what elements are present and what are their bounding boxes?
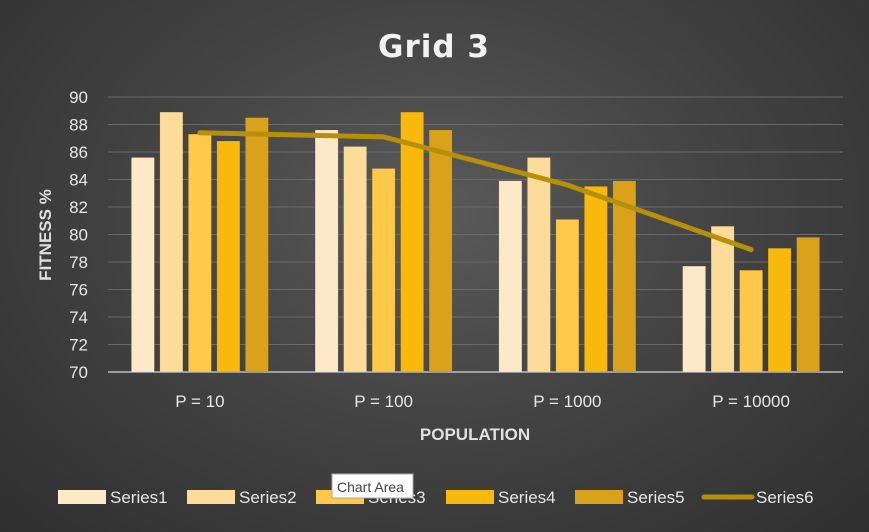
bar-series1-2[interactable] [498,180,523,373]
bar-series3-2[interactable] [555,219,580,373]
y-tick-label: 74 [69,308,88,327]
bar-series1-1[interactable] [314,129,339,373]
bar-series4-2[interactable] [584,186,608,373]
bar-series2-2[interactable] [527,157,551,373]
legend-label-series4: Series4 [498,488,556,507]
x-category-label: P = 10000 [712,392,790,411]
legend-swatch-series5 [575,490,623,504]
line-series[interactable] [197,130,754,253]
bar-series2-1[interactable] [343,146,367,373]
x-category-label: P = 100 [354,392,413,411]
bar-series4-1[interactable] [400,111,424,373]
y-tick-label: 82 [69,198,88,217]
y-tick-label: 80 [69,226,88,245]
x-category-label: P = 1000 [533,392,601,411]
bar-series2-0[interactable] [159,111,184,373]
bar-series3-1[interactable] [371,168,396,373]
legend-label-series6: Series6 [756,488,814,507]
legend[interactable]: Series1Series2Series3Series4Series5Serie… [58,488,814,507]
legend-swatch-series4 [446,490,494,504]
chart-title: Grid 3 [378,29,490,65]
bar-series1-0[interactable] [131,157,155,373]
legend-swatch-series2 [187,490,235,504]
legend-label-series5: Series5 [627,488,685,507]
tooltip-box [331,473,414,499]
bar-series2-3[interactable] [710,226,735,373]
bar-series5-2[interactable] [612,180,637,373]
bar-series5-0[interactable] [245,117,269,373]
y-tick-label: 90 [69,88,88,107]
y-axis-title: FITNESS % [36,189,55,281]
chart-area-tooltip: Chart Area [331,473,414,499]
tooltip-text: Chart Area [337,479,404,495]
y-tick-label: 72 [69,336,88,355]
legend-label-series2: Series2 [239,488,297,507]
bar-series4-0[interactable] [216,140,241,373]
x-axis-title: POPULATION [420,425,530,444]
y-tick-label: 84 [69,171,88,190]
line-series6[interactable] [197,130,754,253]
legend-swatch-series1 [58,490,106,504]
bar-series3-3[interactable] [739,270,763,373]
y-axis-ticks: 70 72 74 76 78 80 82 84 86 88 90 [69,88,88,382]
y-tick-label: 86 [69,143,88,162]
y-tick-label: 76 [69,281,88,300]
y-tick-label: 70 [69,363,88,382]
bars[interactable] [131,111,820,373]
bar-series4-3[interactable] [767,248,792,373]
bar-series5-3[interactable] [796,237,820,373]
x-axis-categories: P = 10 P = 100 P = 1000 P = 10000 [175,392,790,411]
legend-label-series1: Series1 [110,488,168,507]
bar-series5-1[interactable] [428,129,453,373]
y-tick-label: 78 [69,253,88,272]
x-category-label: P = 10 [175,392,224,411]
y-tick-label: 88 [69,116,88,135]
bar-series1-3[interactable] [682,265,706,373]
bar-series3-0[interactable] [188,133,212,373]
